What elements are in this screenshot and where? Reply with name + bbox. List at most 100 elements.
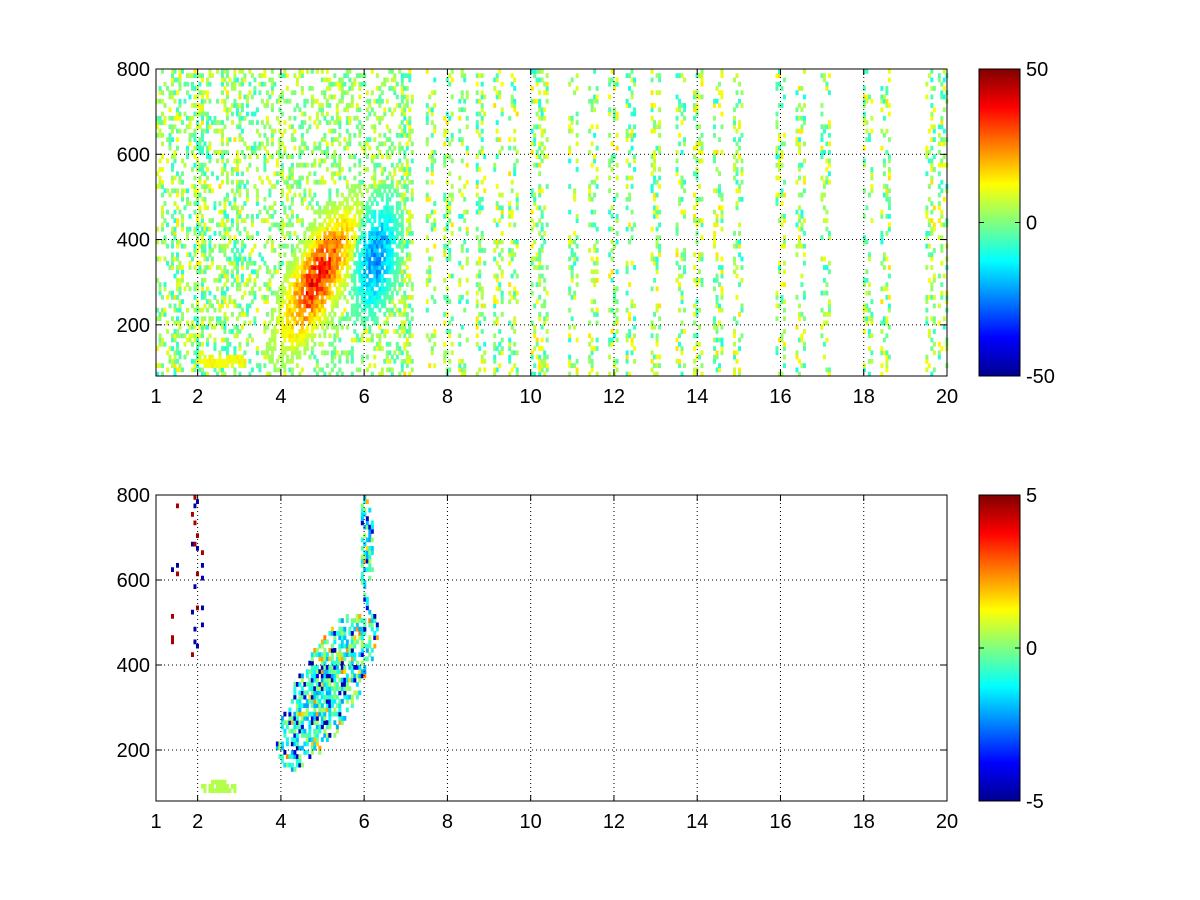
heatmap-cell xyxy=(160,213,164,219)
heatmap-cell xyxy=(515,239,519,245)
heatmap-cell xyxy=(543,239,547,245)
heatmap-cell xyxy=(658,324,662,330)
heatmap-cell xyxy=(568,337,572,343)
heatmap-cell xyxy=(513,320,517,326)
heatmap-cell xyxy=(680,256,684,262)
heatmap-cell xyxy=(655,192,659,198)
heatmap-cell xyxy=(508,299,512,305)
heatmap-cell xyxy=(295,299,299,305)
heatmap-cell xyxy=(445,154,449,160)
heatmap-cell xyxy=(383,256,387,262)
heatmap-cell xyxy=(220,218,224,223)
heatmap-cell xyxy=(200,248,204,253)
heatmap-cell xyxy=(293,282,297,287)
heatmap-cell xyxy=(370,201,374,206)
heatmap-cell xyxy=(608,252,612,258)
heatmap-cell xyxy=(350,248,354,253)
heatmap-cell xyxy=(355,115,359,121)
heatmap-cell xyxy=(173,350,177,356)
heatmap-cell xyxy=(193,226,197,232)
heatmap-cell xyxy=(480,90,484,96)
heatmap-cell xyxy=(543,299,547,305)
heatmap-cell xyxy=(368,277,372,283)
heatmap-cell xyxy=(218,316,222,322)
heatmap-cell xyxy=(330,277,334,283)
heatmap-cell xyxy=(283,367,287,373)
heatmap-cell xyxy=(263,294,267,300)
heatmap-cell xyxy=(165,86,169,91)
heatmap-cell xyxy=(538,371,542,377)
heatmap-cell xyxy=(303,282,307,287)
heatmap-cell xyxy=(235,107,239,113)
heatmap-cell xyxy=(545,137,549,142)
heatmap-cell xyxy=(328,120,332,125)
heatmap-cell xyxy=(268,226,272,232)
heatmap-cell xyxy=(713,231,717,236)
heatmap-cell xyxy=(738,184,742,189)
heatmap-cell xyxy=(480,329,484,334)
heatmap-cell xyxy=(375,226,379,232)
heatmap-cell xyxy=(255,120,259,125)
heatmap-cell xyxy=(283,120,287,125)
heatmap-cell xyxy=(827,307,831,313)
heatmap-cell xyxy=(233,69,237,74)
heatmap-cell xyxy=(300,273,304,279)
heatmap-cell xyxy=(405,256,409,262)
heatmap-cell xyxy=(235,77,239,83)
heatmap-cell xyxy=(350,256,354,262)
heatmap-cell xyxy=(250,286,254,292)
heatmap-cell xyxy=(862,329,866,334)
heatmap-cell xyxy=(510,350,514,356)
heatmap-cell xyxy=(498,94,502,100)
heatmap-cell xyxy=(720,324,724,330)
heatmap-cell xyxy=(320,111,324,117)
heatmap-cell xyxy=(930,226,934,232)
heatmap-cell xyxy=(400,218,404,223)
heatmap-cell xyxy=(390,218,394,223)
heatmap-cell xyxy=(208,184,212,189)
heatmap-cell xyxy=(680,371,684,377)
heatmap-cell xyxy=(156,363,159,368)
heatmap-cell xyxy=(193,94,197,100)
heatmap-cell xyxy=(358,158,362,164)
heatmap-cell xyxy=(715,350,719,356)
heatmap-cell xyxy=(463,73,467,79)
heatmap-cell xyxy=(240,150,244,155)
heatmap-cell xyxy=(713,103,717,108)
heatmap-cell xyxy=(405,196,409,202)
heatmap-cell xyxy=(398,371,402,377)
heatmap-cell xyxy=(653,312,657,317)
heatmap-cell xyxy=(430,209,434,215)
heatmap-cell xyxy=(373,299,377,305)
heatmap-cell xyxy=(193,282,197,287)
heatmap-cell xyxy=(718,184,722,189)
heatmap-cell xyxy=(355,196,359,202)
heatmap-cell xyxy=(478,98,482,104)
heatmap-cell xyxy=(203,248,207,253)
heatmap-cell xyxy=(185,196,189,202)
heatmap-cell xyxy=(930,94,934,100)
heatmap-cell xyxy=(156,226,159,232)
heatmap-cell xyxy=(698,137,702,142)
heatmap-cell xyxy=(240,103,244,108)
heatmap-cell xyxy=(940,141,944,147)
heatmap-cell xyxy=(450,341,454,347)
heatmap-cell xyxy=(885,320,889,326)
heatmap-cell xyxy=(568,81,572,87)
heatmap-cell xyxy=(940,179,944,185)
heatmap-cell xyxy=(370,192,374,198)
heatmap-cell xyxy=(538,145,542,151)
heatmap-cell xyxy=(475,273,479,279)
heatmap-cell xyxy=(405,132,409,138)
heatmap-cell xyxy=(385,184,389,189)
heatmap-cell xyxy=(925,171,929,177)
heatmap-cell xyxy=(433,90,437,96)
heatmap-cell xyxy=(625,98,629,104)
heatmap-cell xyxy=(775,111,779,117)
heatmap-cell xyxy=(315,299,319,305)
heatmap-cell xyxy=(223,231,227,236)
heatmap-cell xyxy=(625,333,629,339)
heatmap-cell xyxy=(475,260,479,266)
heatmap-cell xyxy=(720,69,724,74)
heatmap-cell xyxy=(373,269,377,275)
